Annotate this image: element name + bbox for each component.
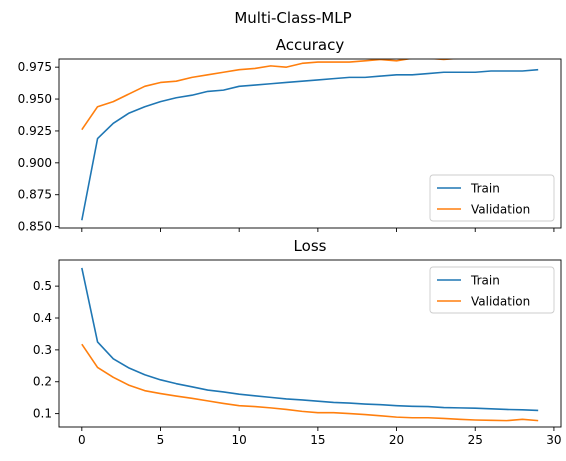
figure-suptitle: Multi-Class-MLP	[234, 9, 351, 27]
loss-xtick-label: 25	[468, 433, 483, 447]
accuracy-title: Accuracy	[276, 36, 345, 54]
accuracy-panel: Accuracy 0.850 0.875 0.900 0.925 0.950 0.975 Tr…	[18, 36, 562, 234]
loss-legend: Train Validation	[429, 266, 555, 314]
loss-xtick-label: 5	[157, 433, 165, 447]
loss-ytick-label: 0.1	[33, 407, 52, 421]
accuracy-legend-label-validation: Validation	[471, 203, 530, 217]
loss-panel: Loss 0 5 10 15 20 25 30 0.1 0.2 0.3 0.4 0.5 Train Vali…	[33, 237, 562, 447]
accuracy-ytick-label: 0.975	[18, 60, 52, 74]
accuracy-ytick-label: 0.900	[18, 156, 52, 170]
loss-validation-line	[81, 343, 539, 422]
loss-ytick-label: 0.2	[33, 375, 52, 389]
loss-xtick-label: 30	[546, 433, 561, 447]
loss-xtick-label: 15	[310, 433, 325, 447]
loss-train-line	[81, 267, 539, 412]
accuracy-axes-frame	[58, 58, 562, 229]
accuracy-ytick-label: 0.850	[18, 220, 52, 234]
loss-ytick-label: 0.3	[33, 343, 52, 357]
loss-ytick-label: 0.5	[33, 279, 52, 293]
accuracy-ytick-label: 0.950	[18, 92, 52, 106]
loss-legend-label-train: Train	[470, 274, 500, 288]
accuracy-legend-label-train: Train	[470, 182, 500, 196]
loss-xtick-label: 10	[232, 433, 247, 447]
loss-title: Loss	[294, 237, 327, 255]
loss-axes-frame	[58, 259, 562, 428]
loss-ytick-label: 0.4	[33, 311, 52, 325]
panels: Accuracy 0.850 0.875 0.900 0.925 0.950 0.975 Tr…	[18, 36, 562, 447]
loss-xtick-label: 0	[78, 433, 86, 447]
loss-xtick-label: 20	[389, 433, 404, 447]
loss-legend-label-validation: Validation	[471, 295, 530, 309]
accuracy-ytick-label: 0.875	[18, 188, 52, 202]
accuracy-validation-line	[81, 59, 492, 131]
accuracy-legend: Train Validation	[429, 174, 555, 222]
accuracy-ytick-label: 0.925	[18, 124, 52, 138]
accuracy-train-line	[81, 68, 539, 221]
